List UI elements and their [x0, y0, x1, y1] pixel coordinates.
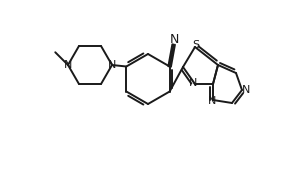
Text: S: S	[192, 40, 200, 50]
Text: N: N	[242, 85, 250, 95]
Text: N: N	[64, 60, 72, 70]
Text: N: N	[208, 96, 216, 106]
Text: N: N	[108, 60, 116, 70]
Text: N: N	[170, 33, 179, 46]
Text: N: N	[189, 78, 197, 88]
